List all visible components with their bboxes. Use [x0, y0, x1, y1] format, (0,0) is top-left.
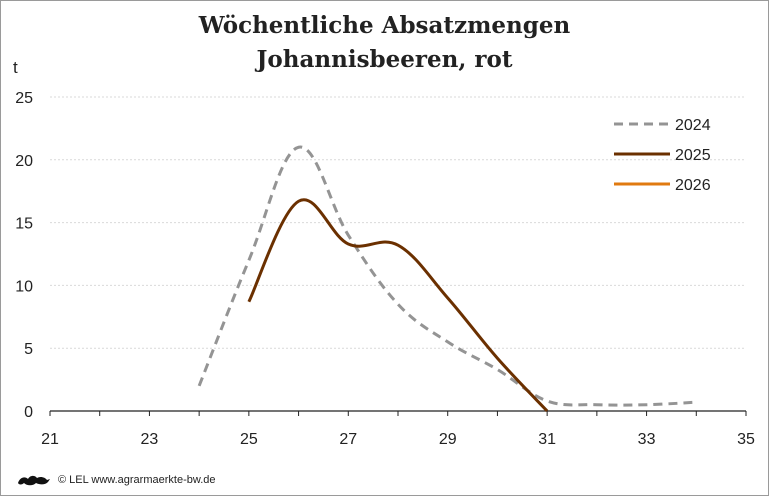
x-tick-label: 27 — [339, 431, 357, 448]
x-tick-label: 23 — [141, 431, 159, 448]
legend-label-2026: 2026 — [675, 177, 711, 194]
series-line-2024 — [197, 145, 697, 407]
x-tick-label: 33 — [638, 431, 656, 448]
y-axis-label: t — [13, 58, 18, 77]
legend-label-2024: 2024 — [675, 117, 711, 134]
y-tick-label: 15 — [15, 216, 33, 233]
lion-logo-icon — [18, 475, 50, 486]
chart-title: Wöchentliche Absatzmengen — [198, 12, 571, 39]
y-tick-label: 10 — [15, 278, 33, 295]
footer: © LEL www.agrarmaerkte-bw.de — [16, 473, 216, 487]
legend-label-2025: 2025 — [675, 147, 711, 164]
x-tick-label: 35 — [737, 431, 755, 448]
y-tick-label: 0 — [24, 404, 33, 421]
series-line-2025 — [247, 198, 549, 413]
y-tick-label: 5 — [24, 341, 33, 358]
x-tick-label: 31 — [538, 431, 556, 448]
y-tick-label: 20 — [15, 153, 33, 170]
x-tick-label: 25 — [240, 431, 258, 448]
footer-text: © LEL www.agrarmaerkte-bw.de — [58, 474, 216, 486]
y-tick-label: 25 — [15, 90, 33, 107]
x-tick-label: 29 — [439, 431, 457, 448]
x-tick-label: 21 — [41, 431, 59, 448]
chart-subtitle: Johannisbeeren, rot — [256, 46, 513, 73]
